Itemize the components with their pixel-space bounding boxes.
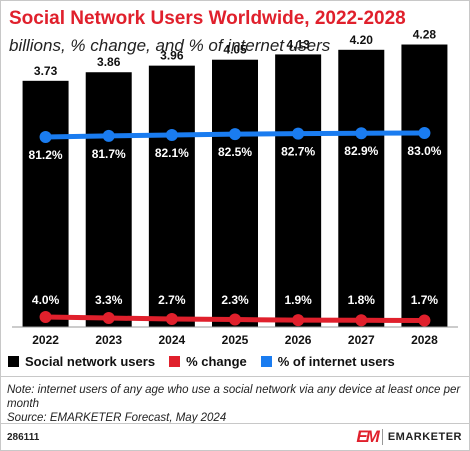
bar-value-label: 4.05 [223,43,247,57]
percent-change-label: 3.3% [95,293,123,307]
chart-subtitle: billions, % change, and % of internet us… [9,36,331,55]
bar-value-label: 3.96 [160,49,184,63]
internet-users-label: 82.5% [218,145,252,159]
point-percent-change-2023 [102,312,115,325]
point-internet-users-2026 [292,127,305,140]
legend-label: % of internet users [277,354,395,369]
legend-item-percent-internet-users: % of internet users [260,354,395,369]
bar-2023 [85,72,132,328]
bar-2022 [22,80,69,327]
point-internet-users-2024 [165,128,178,141]
percent-change-label: 2.7% [158,293,186,307]
divider [0,376,470,377]
x-tick-label: 2024 [159,333,186,347]
brand-name: EMARKETER [387,431,462,443]
chart-note: Note: internet users of any age who use … [7,383,462,425]
chart-id: 286111 [7,432,40,443]
point-internet-users-2028 [418,127,431,139]
bar-2027 [338,49,385,328]
internet-users-label: 83.0% [407,144,441,158]
legend-item-social-network-users: Social network users [8,354,155,369]
point-percent-change-2024 [165,312,178,325]
x-tick-label: 2027 [348,333,375,347]
x-tick-label: 2026 [285,333,312,347]
legend-label: % change [186,354,247,369]
point-internet-users-2023 [102,129,115,142]
bar-2026 [275,54,322,328]
legend-item-percent-change: % change [169,354,247,369]
note-text: Note: internet users of any age who use … [7,384,461,410]
brand-separator [381,429,383,445]
percent-change-label: 1.9% [284,293,312,307]
percent-change-label: 2.3% [221,293,249,307]
bar-value-label: 3.86 [97,55,121,69]
internet-users-label: 81.7% [92,147,126,161]
x-tick-label: 2022 [32,333,59,347]
source-text: Source: EMARKETER Forecast, May 2024 [7,412,227,424]
point-percent-change-2028 [418,314,431,327]
legend-label: Social network users [25,354,156,369]
point-internet-users-2027 [355,127,368,140]
x-tick-label: 2023 [95,333,122,347]
legend-swatch-black [8,356,19,367]
percent-change-label: 1.8% [348,293,376,307]
bar-2025 [212,59,258,327]
point-percent-change-2026 [292,314,305,327]
point-percent-change-2025 [229,313,241,326]
bar-value-label: 4.28 [413,28,437,42]
percent-change-label: 1.7% [411,293,439,307]
bar-2024 [148,65,195,327]
internet-users-label: 81.2% [29,148,63,162]
divider [0,423,470,424]
brand-mark: EM [356,427,379,446]
internet-users-label: 82.7% [281,145,315,159]
internet-users-label: 82.1% [155,146,189,160]
x-tick-label: 2025 [222,333,249,347]
point-percent-change-2022 [39,311,52,323]
bar-value-label: 3.73 [34,64,58,78]
bar-value-label: 4.13 [286,37,310,51]
point-percent-change-2027 [355,314,368,327]
brand-logo: EM EMARKETER [356,427,462,447]
internet-users-label: 82.9% [344,144,378,158]
x-tick-label: 2028 [411,333,438,347]
bar-value-label: 4.20 [350,33,374,47]
legend-swatch-blue [260,356,272,367]
chart-plot: 3.73 3.86 3.96 4.05 4.13 4.20 4.28 81.2% 81.7% 8… [12,28,458,347]
bar-2028 [401,44,448,328]
chart-title: Social Network Users Worldwide, 2022-202… [9,8,406,29]
point-internet-users-2025 [229,128,241,141]
point-internet-users-2022 [39,130,52,143]
legend-swatch-red [169,356,181,367]
percent-change-label: 4.0% [32,293,60,307]
chart-legend: Social network users % change % of inter… [8,354,409,369]
